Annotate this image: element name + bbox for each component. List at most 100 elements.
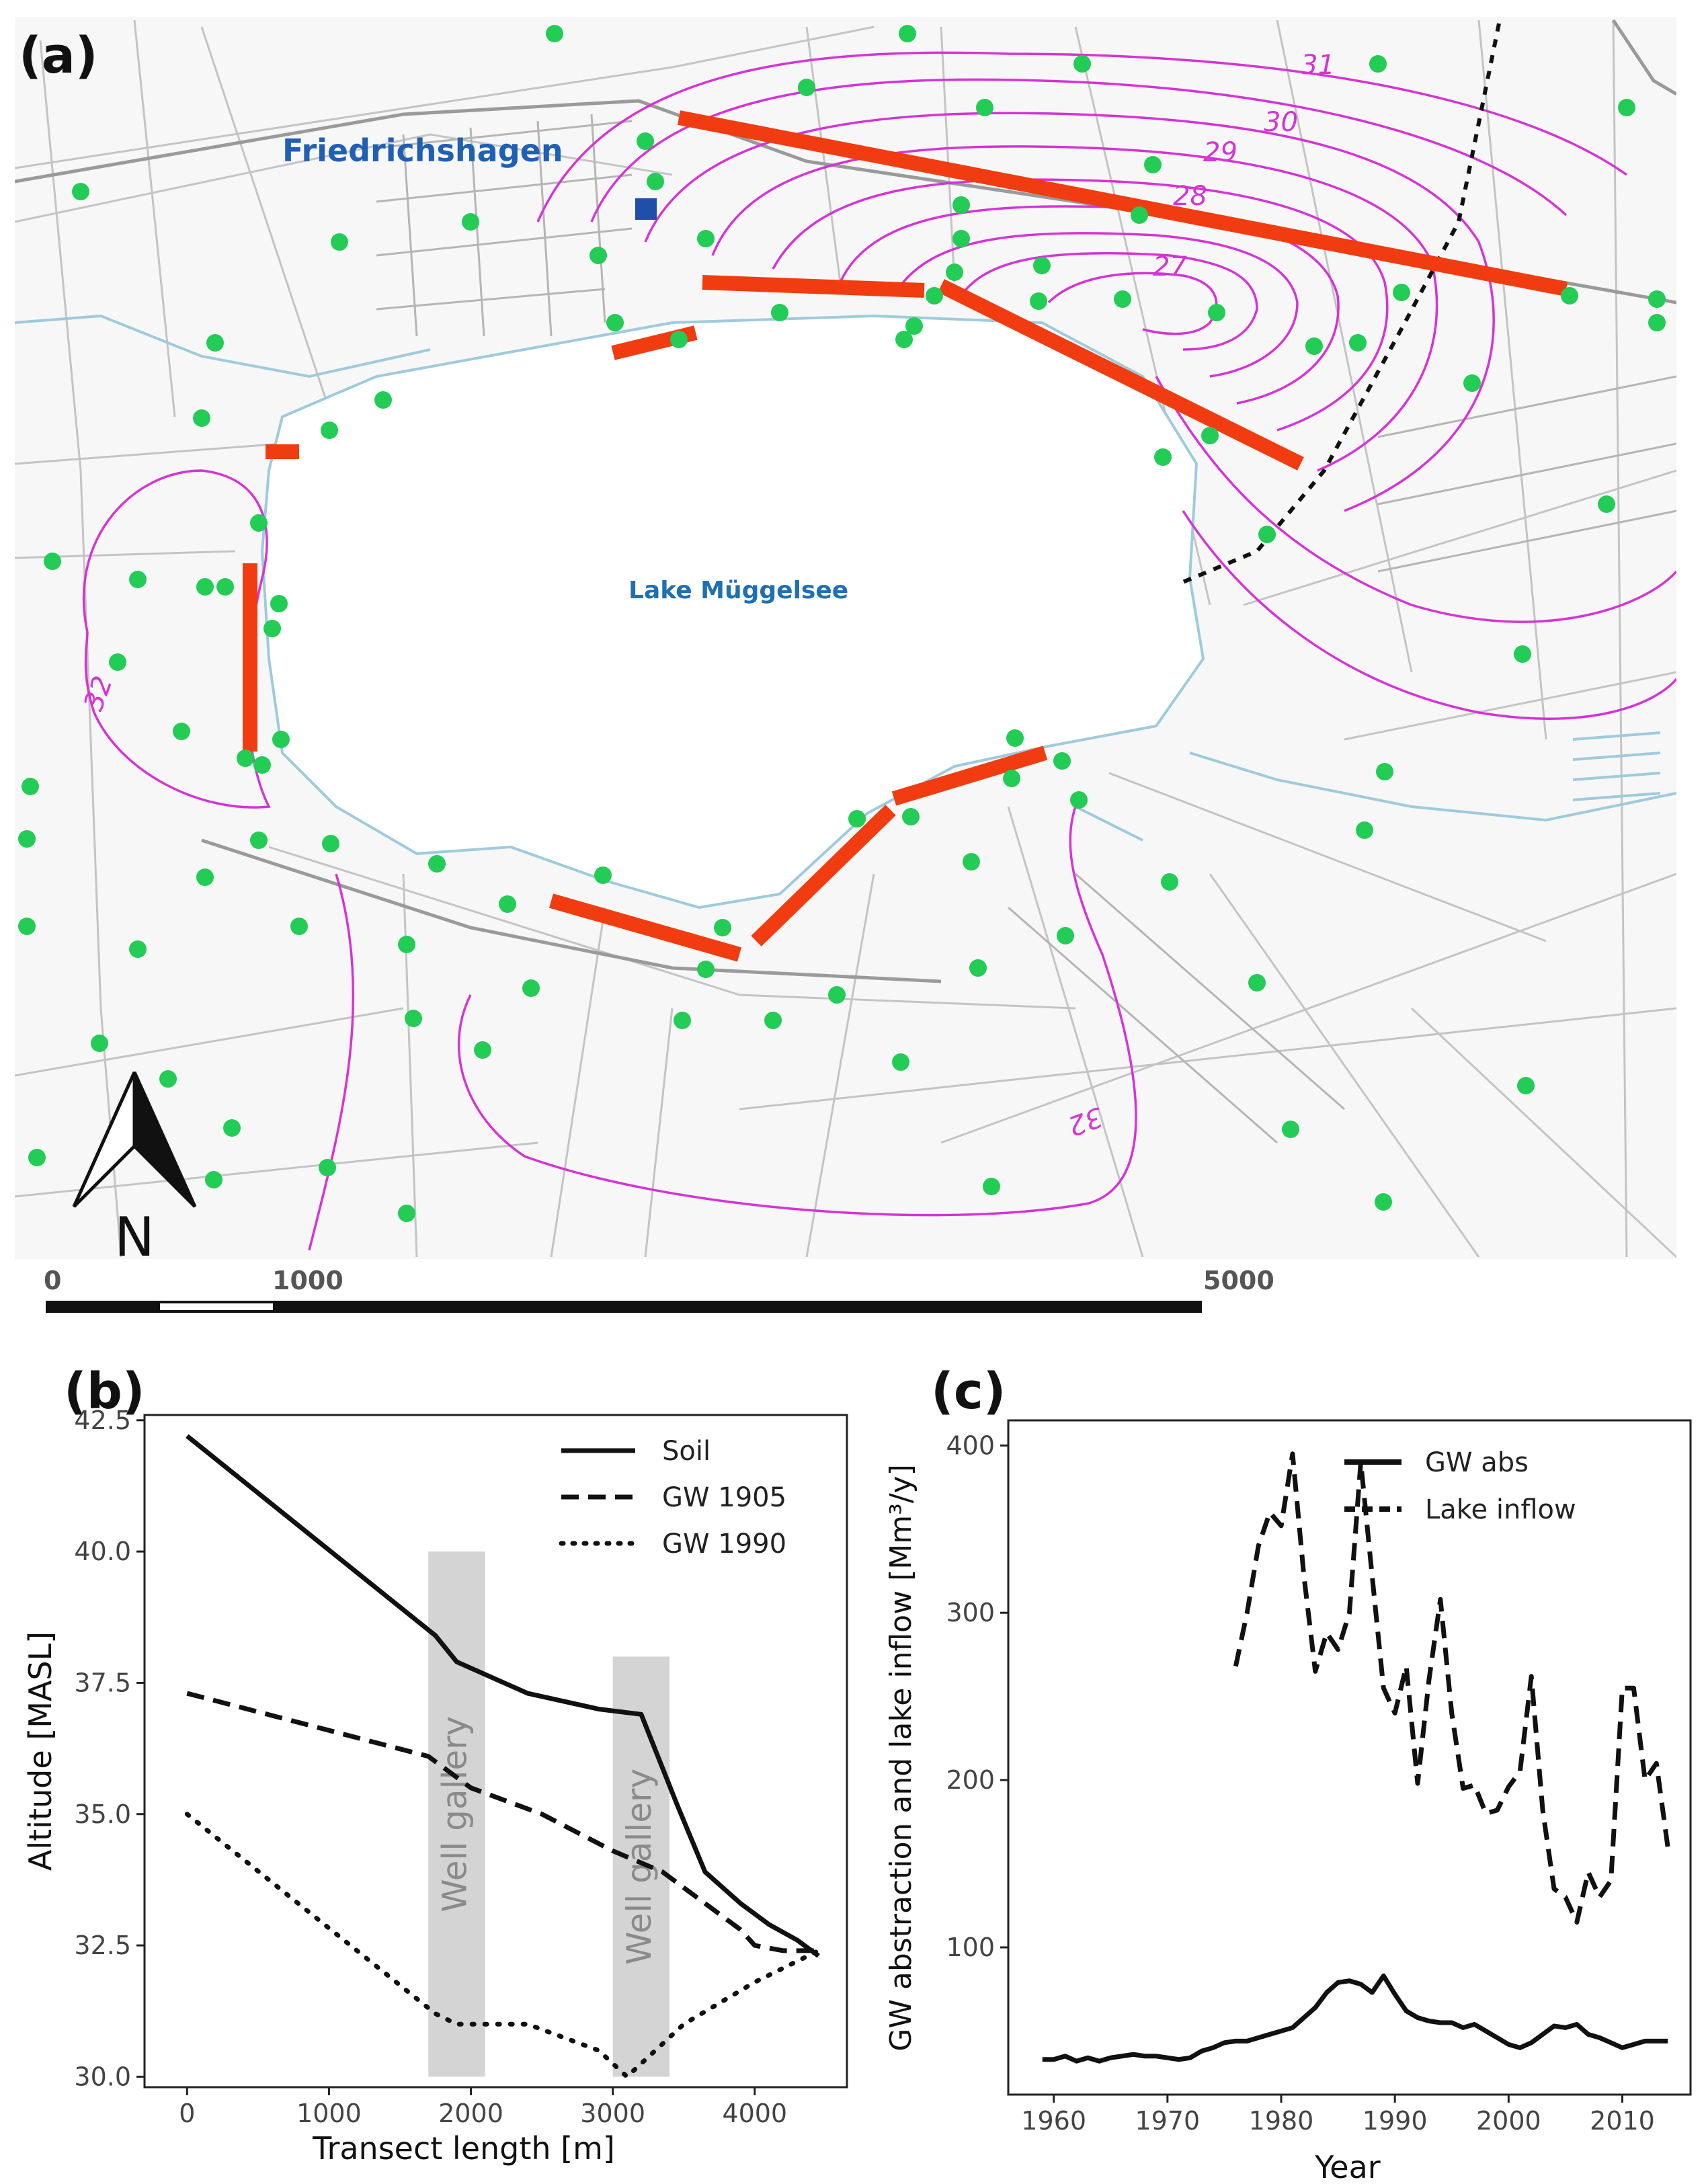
well-point (899, 25, 916, 42)
chart-c-ticks: 1960 1970 1980 1990 2000 2010 100 200 300 400 (946, 1430, 1654, 2136)
y-tick-label: 300 (946, 1598, 995, 1627)
north-arrow-icon: N (72, 1071, 197, 1268)
well-point (670, 331, 688, 348)
contour-label: 31 (1301, 50, 1335, 81)
town-label: Friedrichshagen (282, 132, 563, 169)
well-point (905, 317, 923, 335)
well-point (1375, 1193, 1392, 1211)
well-point (606, 314, 624, 331)
x-tick-label: 1970 (1135, 2106, 1200, 2136)
waterworks-marker (635, 198, 657, 220)
well-point (697, 230, 715, 247)
chart-b: Well gallery Well gallery 0 1000 2000 3000 40… (22, 1406, 848, 2167)
chart-b-plot-area (143, 1414, 848, 2089)
legend-label: Soil (662, 1436, 710, 1467)
scale-bar: 0 1000 5000 (44, 1266, 1274, 1313)
well-point (44, 553, 61, 570)
lake-muggelsee (260, 314, 1205, 909)
legend-label: GW 1990 (662, 1529, 786, 1560)
well-point (272, 731, 290, 748)
well-point (714, 919, 731, 936)
well-point (205, 1171, 222, 1188)
series-line-gw-abs (1042, 1973, 1668, 2064)
transect (702, 275, 925, 298)
well-point (546, 25, 563, 42)
well-point (398, 936, 415, 953)
x-tick-label: 2000 (1476, 2106, 1541, 2136)
y-tick-label: 37.5 (74, 1668, 131, 1697)
panel-c-label: (c) (931, 1363, 1006, 1420)
x-tick-label: 1960 (1021, 2106, 1086, 2136)
well-point (253, 756, 271, 774)
series-line-gw-1905 (186, 1691, 819, 1953)
well-point (1070, 791, 1088, 809)
x-tick-label: 2010 (1590, 2106, 1655, 2136)
well-point (129, 571, 147, 588)
transect (891, 745, 1048, 806)
well-point (1144, 156, 1162, 173)
well-point (1463, 374, 1481, 392)
panel-b-label: (b) (64, 1363, 145, 1420)
well-point (91, 1035, 108, 1052)
x-tick-label: 2000 (438, 2099, 503, 2128)
y-tick-label: 32.5 (74, 1931, 131, 1960)
well-point (129, 940, 147, 958)
well-point (1006, 729, 1024, 747)
well-point (1356, 821, 1373, 839)
panel-a-label: (a) (19, 27, 98, 85)
well-point (798, 79, 815, 96)
chart-c-legend: GW abs Lake inflow (1344, 1447, 1576, 1525)
well-point (1561, 287, 1578, 305)
scale-label: 1000 (272, 1266, 343, 1295)
well-point (952, 196, 970, 214)
well-point (1514, 645, 1531, 663)
chart-c-x-axis-title: Year (1314, 2149, 1380, 2184)
well-point (1053, 752, 1071, 770)
well-point (1208, 304, 1225, 321)
well-point (848, 810, 866, 827)
well-point (902, 808, 920, 825)
well-point (223, 1119, 241, 1137)
contour-label: 27 (1153, 251, 1187, 282)
well-point (196, 868, 214, 886)
well-point (828, 986, 846, 1004)
transect (938, 279, 1304, 471)
well-point (1376, 763, 1393, 780)
well-point (196, 578, 214, 596)
well-point (1030, 292, 1047, 310)
well-point (594, 866, 612, 884)
well-point (1161, 873, 1178, 891)
well-point (28, 1149, 46, 1166)
well-point (926, 287, 943, 305)
chart-c: 1960 1970 1980 1990 2000 2010 100 200 300 400 GW … (884, 1419, 1692, 2184)
scale-bar-segment (160, 1303, 273, 1310)
contour-label: 29 (1203, 137, 1237, 168)
well-point (270, 595, 288, 612)
legend-label: Lake inflow (1425, 1494, 1576, 1525)
transect (677, 110, 1568, 296)
well-point (647, 173, 664, 190)
y-tick-label: 30.0 (74, 2062, 131, 2091)
well-point (206, 334, 224, 352)
well-point (331, 233, 348, 251)
well-point (522, 979, 540, 997)
lake-label: Lake Müggelsee (628, 577, 848, 604)
chart-b-series (184, 1434, 821, 2079)
x-tick-label: 0 (179, 2099, 195, 2128)
well-point (1648, 290, 1666, 308)
well-point (193, 409, 210, 427)
north-label: N (114, 1206, 155, 1268)
well-gallery-label: Well gallery (435, 1716, 474, 1912)
well-point (1282, 1121, 1299, 1138)
x-tick-label: 1000 (296, 2099, 362, 2128)
y-tick-label: 40.0 (74, 1537, 131, 1566)
chart-b-y-axis-title: Altitude [MASL] (22, 1631, 58, 1871)
well-point (1033, 257, 1051, 274)
well-point (462, 213, 479, 231)
observation-wells (18, 25, 1666, 1222)
well-point (22, 778, 39, 795)
well-point (764, 1012, 782, 1029)
transect (549, 893, 742, 962)
well-point (1369, 55, 1387, 73)
